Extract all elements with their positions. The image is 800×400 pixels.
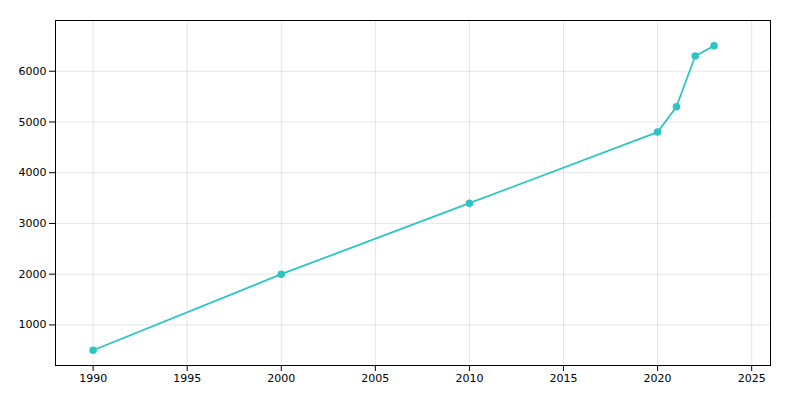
svg-text:2015: 2015 [550, 372, 578, 385]
svg-text:2010: 2010 [455, 372, 483, 385]
svg-text:3000: 3000 [19, 217, 47, 230]
svg-text:1990: 1990 [79, 372, 107, 385]
svg-text:2005: 2005 [361, 372, 389, 385]
svg-text:2000: 2000 [267, 372, 295, 385]
svg-text:2025: 2025 [738, 372, 766, 385]
svg-text:2000: 2000 [19, 268, 47, 281]
svg-text:2020: 2020 [644, 372, 672, 385]
svg-text:1995: 1995 [173, 372, 201, 385]
svg-text:6000: 6000 [19, 65, 47, 78]
svg-text:5000: 5000 [19, 115, 47, 128]
svg-text:4000: 4000 [19, 166, 47, 179]
svg-text:1000: 1000 [19, 318, 47, 331]
